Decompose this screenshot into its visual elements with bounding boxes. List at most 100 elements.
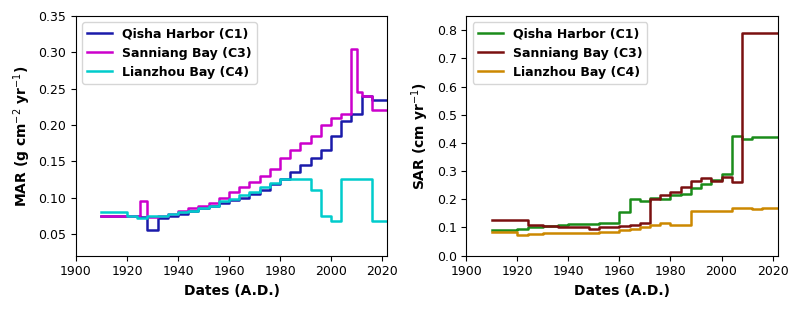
Qisha Harbor (C1)	[594, 221, 604, 225]
Sanniang Bay (C3)	[737, 180, 746, 184]
Qisha Harbor (C1)	[666, 193, 675, 197]
Lianzhou Bay (C4)	[706, 209, 716, 212]
Sanniang Bay (C3)	[727, 180, 737, 184]
Qisha Harbor (C1)	[214, 205, 224, 208]
Qisha Harbor (C1)	[646, 196, 655, 200]
Qisha Harbor (C1)	[296, 170, 306, 174]
Lianzhou Bay (C4)	[316, 214, 326, 218]
Sanniang Bay (C3)	[666, 193, 675, 197]
Qisha Harbor (C1)	[758, 135, 767, 139]
Legend: Qisha Harbor (C1), Sanniang Bay (C3), Lianzhou Bay (C4): Qisha Harbor (C1), Sanniang Bay (C3), Li…	[473, 22, 647, 84]
Qisha Harbor (C1)	[97, 214, 106, 218]
Qisha Harbor (C1)	[265, 188, 274, 192]
Qisha Harbor (C1)	[625, 210, 634, 214]
Qisha Harbor (C1)	[635, 199, 645, 202]
Qisha Harbor (C1)	[594, 222, 604, 226]
Sanniang Bay (C3)	[564, 226, 574, 229]
Lianzhou Bay (C4)	[554, 231, 563, 235]
Line: Lianzhou Bay (C4): Lianzhou Bay (C4)	[102, 180, 387, 221]
Lianzhou Bay (C4)	[538, 233, 548, 236]
Lianzhou Bay (C4)	[625, 228, 634, 232]
Lianzhou Bay (C4)	[153, 214, 162, 218]
Sanniang Bay (C3)	[646, 197, 655, 201]
Qisha Harbor (C1)	[686, 192, 696, 196]
Legend: Qisha Harbor (C1), Sanniang Bay (C3), Lianzhou Bay (C4): Qisha Harbor (C1), Sanniang Bay (C3), Li…	[82, 22, 257, 84]
Qisha Harbor (C1)	[245, 196, 254, 199]
Qisha Harbor (C1)	[306, 156, 315, 159]
Lianzhou Bay (C4)	[538, 231, 548, 235]
Qisha Harbor (C1)	[523, 227, 533, 231]
Qisha Harbor (C1)	[337, 120, 346, 123]
Lianzhou Bay (C4)	[163, 214, 173, 218]
Lianzhou Bay (C4)	[686, 223, 696, 226]
Lianzhou Bay (C4)	[747, 206, 757, 210]
Qisha Harbor (C1)	[204, 207, 214, 210]
Qisha Harbor (C1)	[625, 197, 634, 201]
Qisha Harbor (C1)	[255, 192, 265, 196]
Sanniang Bay (C3)	[737, 31, 746, 35]
Qisha Harbor (C1)	[275, 183, 285, 186]
Sanniang Bay (C3)	[625, 224, 634, 228]
Lianzhou Bay (C4)	[275, 178, 285, 181]
Lianzhou Bay (C4)	[163, 212, 173, 216]
Qisha Harbor (C1)	[316, 149, 326, 152]
Qisha Harbor (C1)	[163, 214, 173, 218]
Sanniang Bay (C3)	[538, 223, 548, 226]
Sanniang Bay (C3)	[686, 179, 696, 183]
Qisha Harbor (C1)	[153, 228, 162, 232]
Qisha Harbor (C1)	[747, 135, 757, 139]
Qisha Harbor (C1)	[758, 135, 767, 139]
X-axis label: Dates (A.D.): Dates (A.D.)	[183, 284, 279, 298]
Qisha Harbor (C1)	[584, 222, 594, 226]
Lianzhou Bay (C4)	[326, 214, 336, 218]
Lianzhou Bay (C4)	[133, 214, 142, 218]
Lianzhou Bay (C4)	[174, 212, 183, 216]
Line: Qisha Harbor (C1): Qisha Harbor (C1)	[492, 136, 778, 230]
Qisha Harbor (C1)	[382, 98, 392, 101]
Lianzhou Bay (C4)	[286, 178, 295, 181]
Lianzhou Bay (C4)	[487, 230, 497, 234]
Sanniang Bay (C3)	[255, 180, 265, 184]
Qisha Harbor (C1)	[234, 196, 244, 199]
Qisha Harbor (C1)	[142, 228, 152, 232]
Lianzhou Bay (C4)	[122, 210, 132, 214]
Qisha Harbor (C1)	[204, 205, 214, 208]
Qisha Harbor (C1)	[646, 199, 655, 202]
Qisha Harbor (C1)	[717, 172, 726, 176]
X-axis label: Dates (A.D.): Dates (A.D.)	[574, 284, 670, 298]
Qisha Harbor (C1)	[686, 186, 696, 190]
Sanniang Bay (C3)	[142, 215, 152, 219]
Y-axis label: SAR (cm yr$^{-1}$): SAR (cm yr$^{-1}$)	[410, 82, 431, 190]
Qisha Harbor (C1)	[655, 196, 665, 200]
Sanniang Bay (C3)	[635, 223, 645, 226]
Lianzhou Bay (C4)	[635, 227, 645, 231]
Lianzhou Bay (C4)	[122, 214, 132, 218]
Lianzhou Bay (C4)	[554, 231, 563, 234]
Qisha Harbor (C1)	[737, 137, 746, 141]
Lianzhou Bay (C4)	[174, 210, 183, 214]
Sanniang Bay (C3)	[773, 31, 782, 35]
Lianzhou Bay (C4)	[666, 221, 675, 225]
Lianzhou Bay (C4)	[523, 234, 533, 237]
Lianzhou Bay (C4)	[706, 209, 716, 212]
Lianzhou Bay (C4)	[523, 233, 533, 236]
Qisha Harbor (C1)	[255, 188, 265, 192]
Lianzhou Bay (C4)	[194, 209, 203, 213]
Lianzhou Bay (C4)	[265, 185, 274, 188]
Sanniang Bay (C3)	[224, 196, 234, 199]
Qisha Harbor (C1)	[194, 207, 203, 210]
Qisha Harbor (C1)	[224, 199, 234, 202]
Lianzhou Bay (C4)	[686, 209, 696, 212]
Sanniang Bay (C3)	[696, 176, 706, 180]
Sanniang Bay (C3)	[538, 224, 548, 228]
Qisha Harbor (C1)	[265, 183, 274, 186]
Qisha Harbor (C1)	[717, 178, 726, 181]
Sanniang Bay (C3)	[747, 31, 757, 35]
Lianzhou Bay (C4)	[727, 206, 737, 210]
Qisha Harbor (C1)	[183, 209, 193, 213]
Lianzhou Bay (C4)	[513, 234, 522, 237]
Qisha Harbor (C1)	[346, 112, 356, 116]
Lianzhou Bay (C4)	[214, 199, 224, 203]
Lianzhou Bay (C4)	[367, 178, 377, 181]
Lianzhou Bay (C4)	[234, 193, 244, 197]
